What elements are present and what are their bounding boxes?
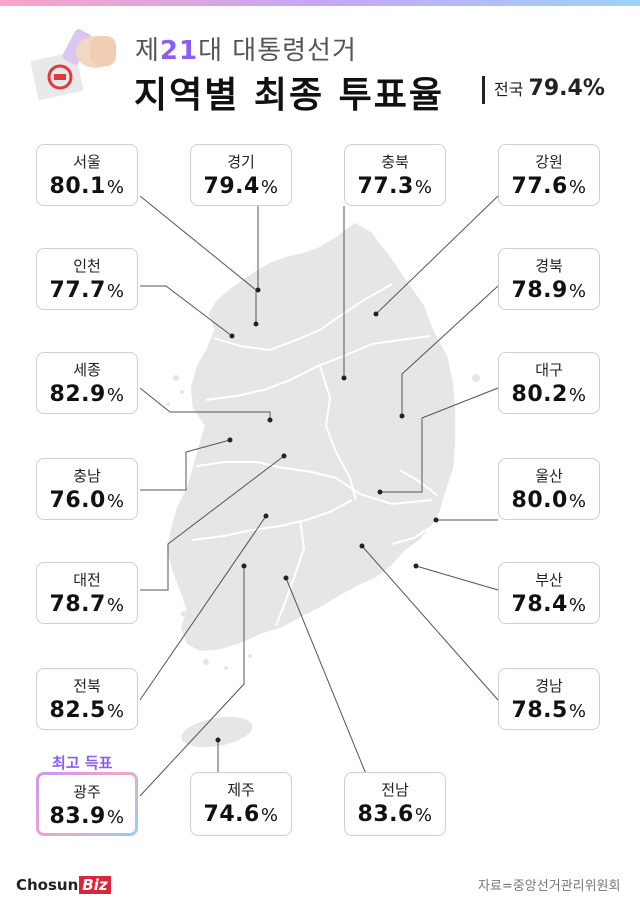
region-name: 제주 bbox=[227, 781, 255, 799]
region-value: 77.7% bbox=[49, 278, 125, 303]
page-title: 지역별 최종 투표율 bbox=[134, 75, 445, 116]
region-name: 부산 bbox=[535, 571, 563, 589]
region-box-jeju: 제주 74.6% bbox=[190, 772, 292, 836]
region-box-seoul: 서울 80.1% bbox=[36, 144, 138, 206]
region-box-ulsan: 울산 80.0% bbox=[498, 458, 600, 520]
region-value: 78.7% bbox=[49, 592, 125, 617]
region-value: 83.9% bbox=[49, 804, 125, 829]
korea-mainland bbox=[165, 221, 457, 653]
region-box-gyeongnam: 경남 78.5% bbox=[498, 668, 600, 730]
region-value: 80.2% bbox=[511, 382, 587, 407]
region-box-daejeon: 대전 78.7% bbox=[36, 562, 138, 624]
region-name: 광주 bbox=[73, 783, 101, 801]
region-value: 83.6% bbox=[357, 802, 433, 827]
title-divider bbox=[482, 76, 485, 104]
region-box-gwangju: 광주 83.9% bbox=[36, 772, 138, 836]
region-name: 울산 bbox=[535, 467, 563, 485]
region-value: 77.6% bbox=[511, 174, 587, 199]
leader-lines bbox=[139, 195, 499, 797]
region-box-daegu: 대구 80.2% bbox=[498, 352, 600, 414]
region-name: 세종 bbox=[73, 361, 101, 379]
region-name: 서울 bbox=[73, 153, 101, 171]
region-box-jeonnam: 전남 83.6% bbox=[344, 772, 446, 836]
top-gradient-bar bbox=[0, 0, 640, 6]
region-value: 78.4% bbox=[511, 592, 587, 617]
islands bbox=[166, 374, 480, 670]
region-value: 77.3% bbox=[357, 174, 433, 199]
region-name: 대전 bbox=[73, 571, 101, 589]
region-box-sejong: 세종 82.9% bbox=[36, 352, 138, 414]
region-box-gyeongbuk: 경북 78.9% bbox=[498, 248, 600, 310]
national-turnout: 전국 79.4% bbox=[494, 76, 605, 101]
region-value: 80.1% bbox=[49, 174, 125, 199]
region-value: 82.9% bbox=[49, 382, 125, 407]
region-name: 경북 bbox=[535, 257, 563, 275]
chosunbiz-logo: Chosun Biz bbox=[16, 876, 111, 894]
region-box-chungbuk: 충북 77.3% bbox=[344, 144, 446, 206]
region-value: 80.0% bbox=[511, 488, 587, 513]
region-name: 대구 bbox=[535, 361, 563, 379]
region-name: 강원 bbox=[535, 153, 563, 171]
highlight-label: 최고 득표 bbox=[52, 754, 113, 772]
region-value: 78.9% bbox=[511, 278, 587, 303]
jeju-island bbox=[181, 716, 253, 748]
region-dots bbox=[215, 287, 439, 743]
region-name: 인천 bbox=[73, 257, 101, 275]
region-value: 79.4% bbox=[203, 174, 279, 199]
region-name: 충북 bbox=[381, 153, 409, 171]
region-box-jeonbuk: 전북 82.5% bbox=[36, 668, 138, 730]
region-name: 충남 bbox=[73, 467, 101, 485]
region-name: 전남 bbox=[381, 781, 409, 799]
region-box-gangwon: 강원 77.6% bbox=[498, 144, 600, 206]
source-note: 자료=중앙선거관리위원회 bbox=[478, 879, 621, 894]
region-value: 82.5% bbox=[49, 698, 125, 723]
region-name: 경기 bbox=[227, 153, 255, 171]
region-box-chungnam: 충남 76.0% bbox=[36, 458, 138, 520]
region-box-busan: 부산 78.4% bbox=[498, 562, 600, 624]
ballot-stamp-icon bbox=[30, 29, 116, 100]
region-value: 74.6% bbox=[203, 802, 279, 827]
region-name: 경남 bbox=[535, 677, 563, 695]
province-borders bbox=[191, 283, 439, 627]
region-name: 전북 bbox=[73, 677, 101, 695]
region-box-incheon: 인천 77.7% bbox=[36, 248, 138, 310]
title-subtitle: 제21대 대통령선거 bbox=[135, 36, 357, 66]
region-value: 78.5% bbox=[511, 698, 587, 723]
region-box-gyeonggi: 경기 79.4% bbox=[190, 144, 292, 206]
region-value: 76.0% bbox=[49, 488, 125, 513]
